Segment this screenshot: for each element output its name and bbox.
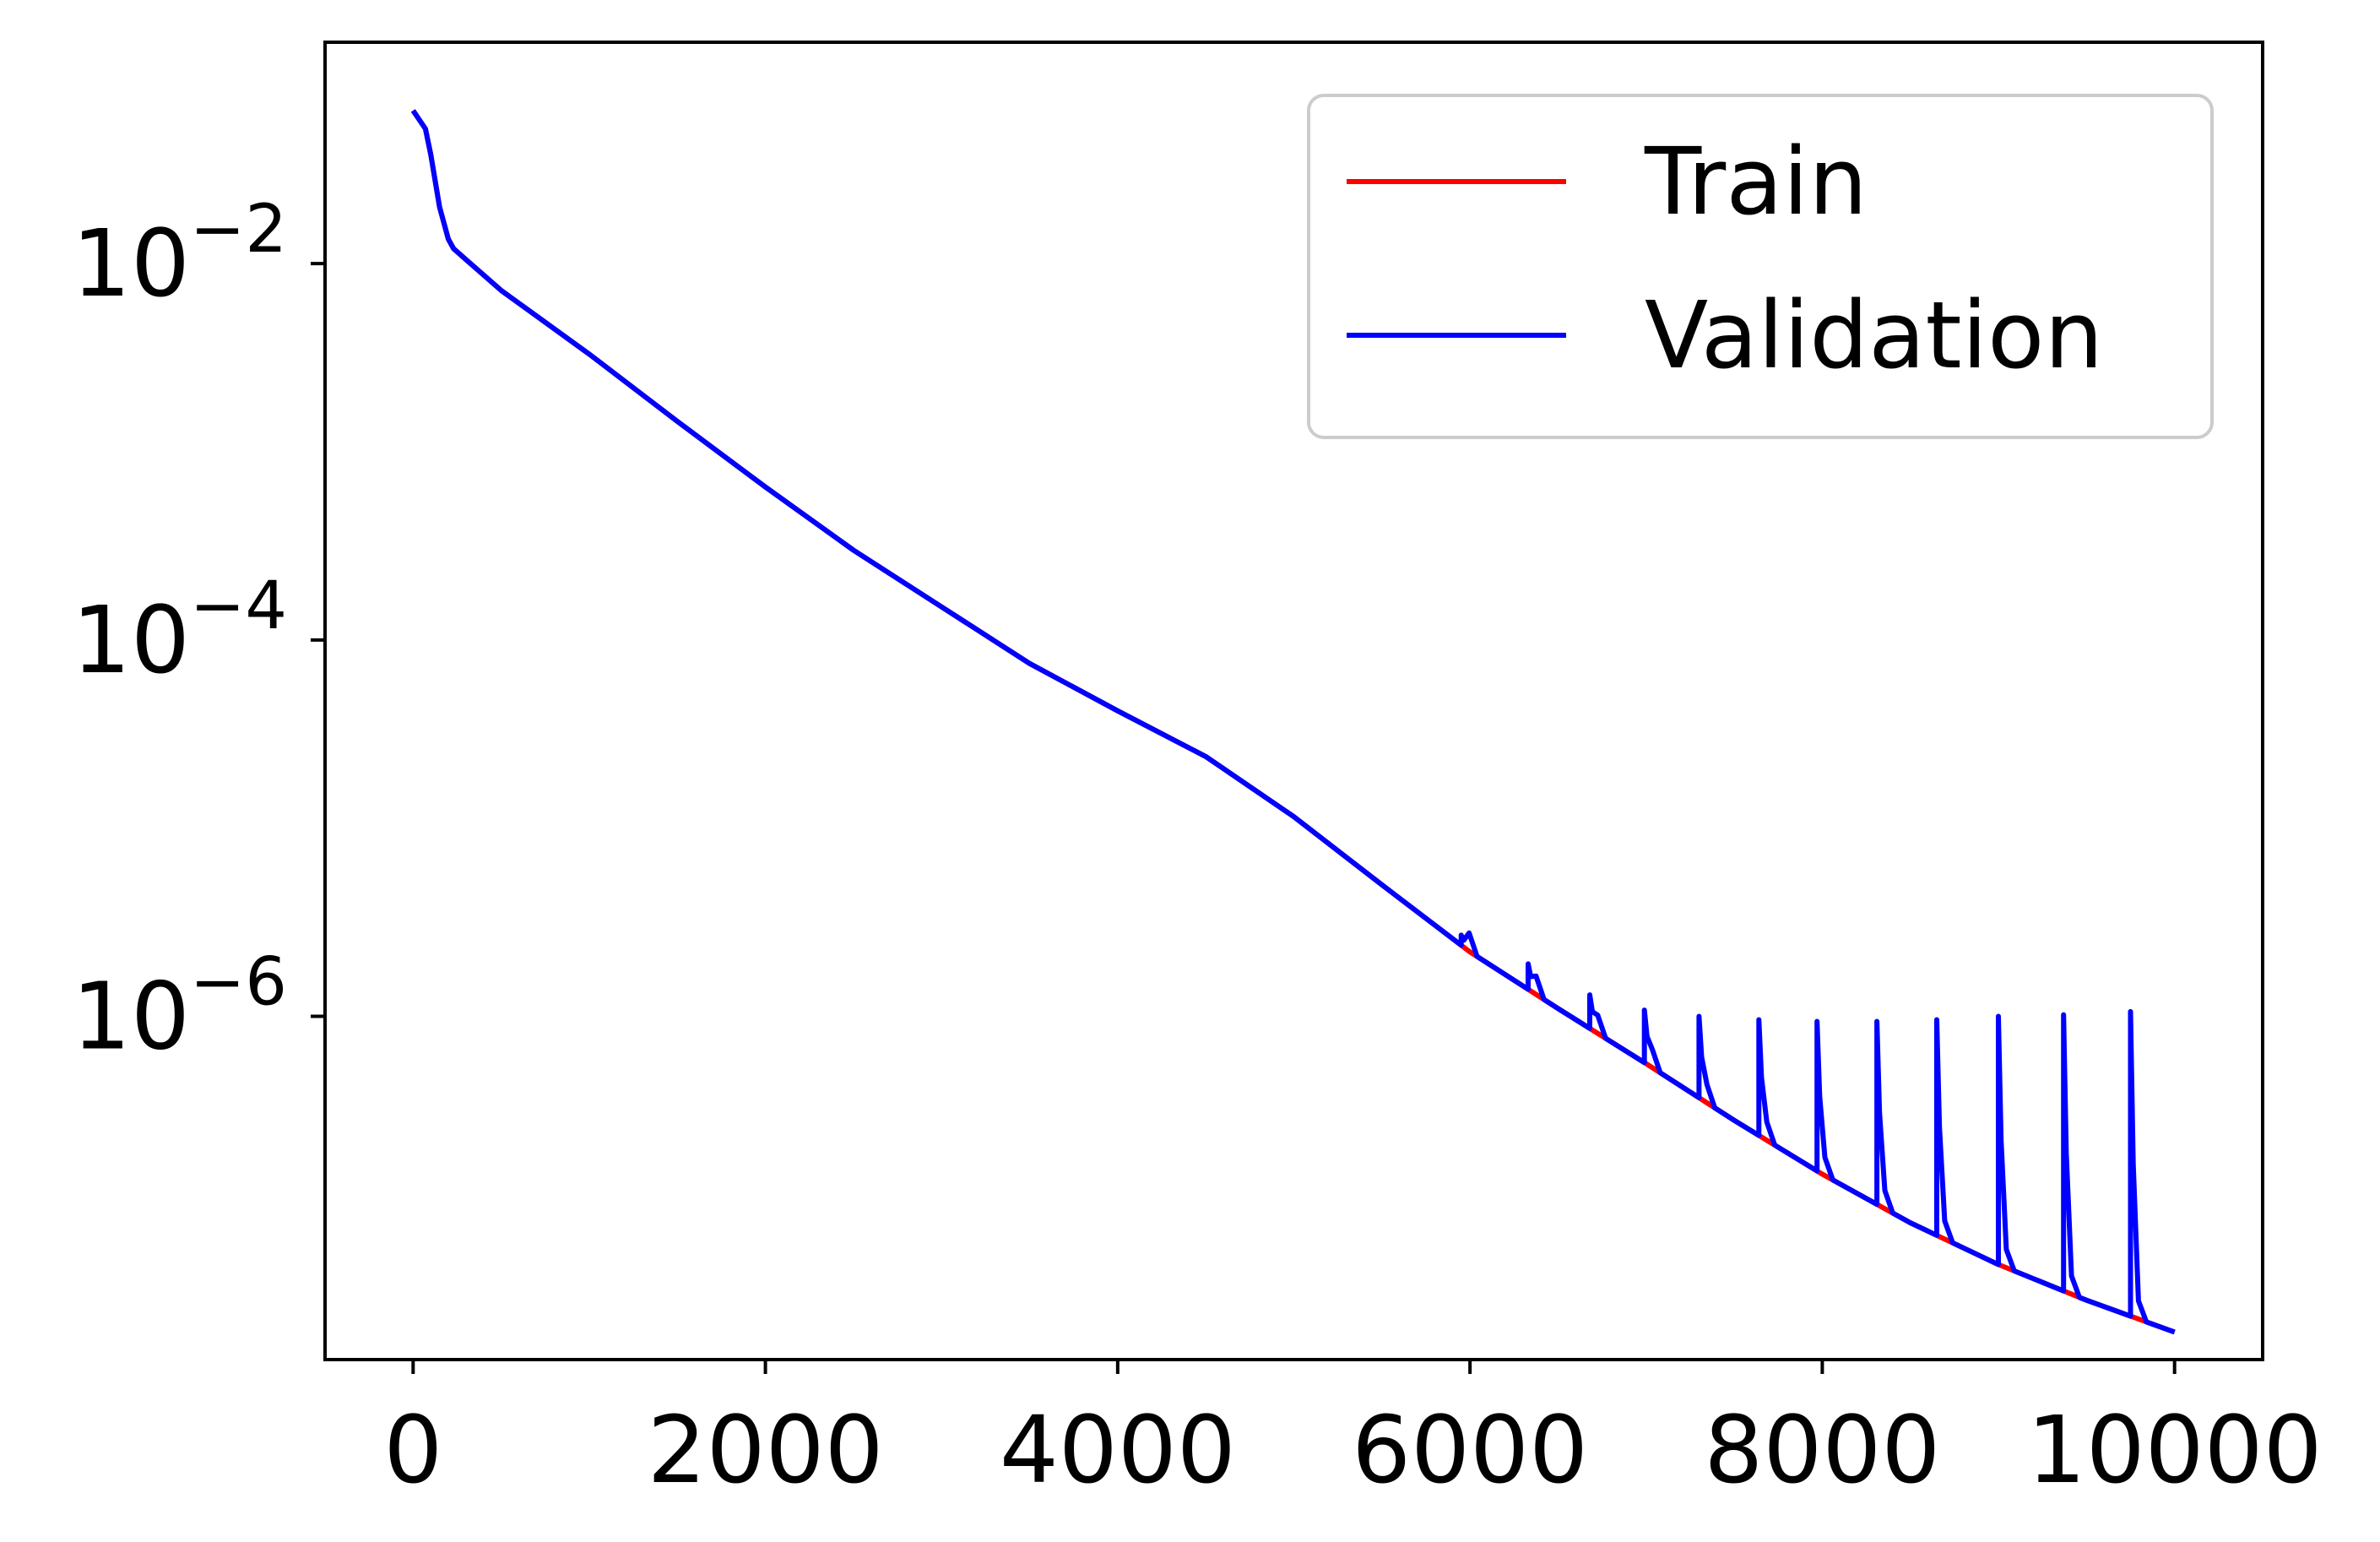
x-axis-ticks: 0 2000 4000 6000 8000 10000 <box>383 1360 2323 1504</box>
series-line-validation <box>410 109 2176 1335</box>
y-tick-label: 10−6 <box>72 945 287 1071</box>
x-tick-label: 0 <box>383 1396 442 1504</box>
plot-frame <box>323 41 2264 1361</box>
x-tick-label: 10000 <box>2027 1396 2323 1504</box>
y-tick-label: 10−4 <box>72 568 287 694</box>
series-layer <box>410 109 2176 1335</box>
legend-label-validation: Validation <box>1645 281 2103 389</box>
y-axis-ticks: 10−2 10−4 10−6 <box>72 192 325 1071</box>
x-tick-label: 4000 <box>1000 1396 1236 1504</box>
x-tick-label: 2000 <box>648 1396 884 1504</box>
legend-label-train: Train <box>1644 128 1868 236</box>
legend: Train Validation <box>1307 94 2214 439</box>
x-tick-label: 8000 <box>1704 1396 1940 1504</box>
x-tick-label: 6000 <box>1352 1396 1588 1504</box>
y-tick-label: 10−2 <box>72 192 287 318</box>
